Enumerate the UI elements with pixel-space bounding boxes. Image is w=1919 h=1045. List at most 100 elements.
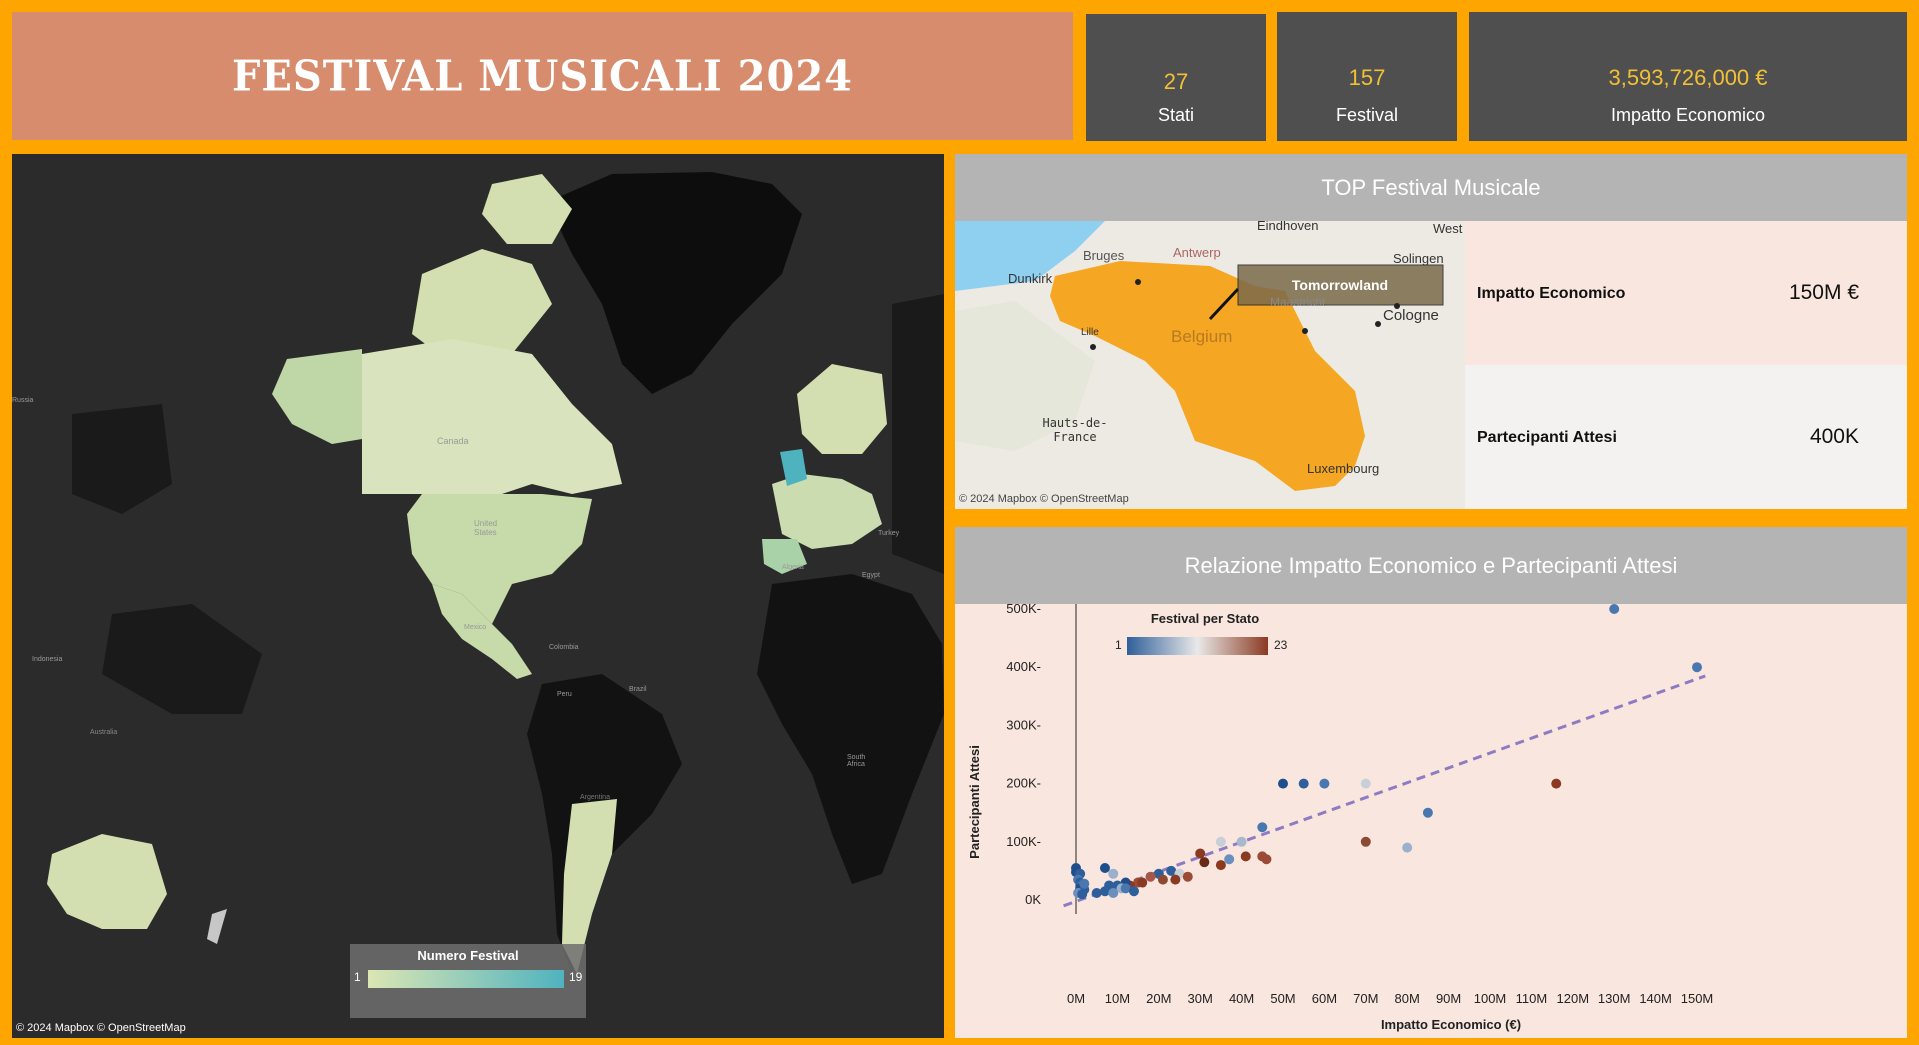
scatter-point[interactable]	[1240, 851, 1251, 862]
scatter-point[interactable]	[1099, 886, 1110, 897]
scatter-point[interactable]	[1199, 857, 1210, 868]
scatter-point[interactable]	[1319, 778, 1330, 789]
scatter-legend-gradient	[1127, 637, 1268, 655]
kpi-festival[interactable]: 157 Festival	[1277, 12, 1457, 141]
usa-shape[interactable]	[407, 494, 592, 624]
alaska-shape[interactable]	[272, 349, 362, 444]
scatter-point[interactable]	[1551, 778, 1562, 789]
australia-shape[interactable]	[47, 834, 167, 929]
map-credit: © 2024 Mapbox © OpenStreetMap	[16, 1022, 186, 1034]
scatter-point[interactable]	[1402, 842, 1413, 853]
southeast-asia-shape	[102, 604, 262, 714]
scatter-point[interactable]	[1145, 871, 1156, 882]
belgium-map-label: Cologne	[1383, 307, 1439, 324]
scatter-header: Relazione Impatto Economico e Partecipan…	[955, 527, 1907, 604]
belgium-map-credit: © 2024 Mapbox © OpenStreetMap	[959, 493, 1129, 505]
scatter-point[interactable]	[1099, 862, 1110, 873]
scatter-point[interactable]	[1360, 778, 1371, 789]
kpi-festival-label: Festival	[1335, 105, 1398, 125]
canada-shape[interactable]	[362, 339, 622, 494]
map-label-russia: Russia	[12, 397, 34, 404]
pointer-line	[1208, 287, 1240, 321]
scatter-point[interactable]	[1120, 883, 1131, 894]
map-label-mexico: Mexico	[464, 624, 487, 631]
dashboard-title: FESTIVAL MUSICALI 2024	[232, 51, 853, 101]
x-tick-label: 20M	[1146, 991, 1171, 1006]
scatter-point[interactable]	[1257, 822, 1268, 833]
map-legend-gradient	[368, 970, 564, 988]
scatter-point[interactable]	[1137, 877, 1148, 888]
scatter-point[interactable]	[1609, 604, 1620, 614]
belgium-map-label: Belgium	[1171, 327, 1233, 346]
scatter-point[interactable]	[1195, 848, 1206, 859]
scatter-point[interactable]	[1157, 874, 1168, 885]
map-legend-min: 1	[354, 970, 361, 984]
world-map[interactable]	[12, 154, 944, 1038]
x-tick-label: 150M	[1681, 991, 1714, 1006]
top-festival-partecipanti-row: Partecipanti Attesi 400K	[1465, 365, 1907, 509]
belgium-shape[interactable]	[1050, 261, 1365, 491]
kpi-impatto-value: 3,593,726,000 €	[1608, 65, 1768, 90]
scatter-point[interactable]	[1236, 836, 1247, 847]
top-festival-impatto-label: Impatto Economico	[1477, 285, 1626, 302]
scatter-point[interactable]	[1077, 889, 1088, 900]
scatter-legend-title: Festival per Stato	[1150, 611, 1260, 626]
kpi-stati[interactable]: 27 Stati	[1086, 14, 1266, 141]
map-label-canada: Canada	[437, 436, 469, 446]
scatter-chart[interactable]: 0K 100K- 200K- 300K- 400K- 500K- 0M 10M 20M 30M 4…	[955, 604, 1907, 1038]
scandinavia-shape[interactable]	[797, 364, 887, 454]
iberia-shape[interactable]	[762, 539, 807, 574]
x-tick-label: 0M	[1067, 991, 1085, 1006]
dashboard-title-banner: FESTIVAL MUSICALI 2024	[12, 12, 1073, 140]
argentina-chile-shape[interactable]	[562, 799, 617, 974]
scatter-point[interactable]	[1170, 874, 1181, 885]
greenland-shape	[547, 172, 802, 394]
x-tick-label: 120M	[1557, 991, 1590, 1006]
scatter-point[interactable]	[1278, 778, 1288, 789]
belgium-map-label: West	[1433, 221, 1463, 236]
scatter-point[interactable]	[1128, 886, 1139, 897]
x-tick-label: 40M	[1229, 991, 1254, 1006]
map-legend: Numero Festival 1 19	[350, 944, 586, 1018]
mexico-shape[interactable]	[432, 584, 532, 679]
top-festival-partecipanti-value: 400K	[1809, 425, 1859, 448]
belgium-map-label: Lille	[1081, 327, 1099, 338]
scatter-point[interactable]	[1692, 662, 1702, 673]
x-tick-label: 70M	[1353, 991, 1378, 1006]
x-tick-label: 30M	[1188, 991, 1213, 1006]
map-label-peru: Peru	[557, 691, 572, 698]
scatter-legend-min: 1	[1115, 638, 1122, 652]
scatter-point[interactable]	[1422, 807, 1433, 818]
belgium-map-label: Dunkirk	[1008, 271, 1053, 286]
scatter-point[interactable]	[1182, 871, 1193, 882]
world-map-panel[interactable]: Canada United States Mexico Colombia Per…	[12, 154, 944, 1038]
scatter-point[interactable]	[1261, 854, 1272, 865]
scatter-panel: Relazione Impatto Economico e Partecipan…	[955, 527, 1907, 1038]
scatter-point[interactable]	[1166, 865, 1177, 876]
belgium-map[interactable]: Tomorrowland Eindhoven Antwerp Bruges Du…	[955, 221, 1465, 509]
kpi-stati-value: 27	[1163, 69, 1189, 94]
data-points[interactable]	[1071, 604, 1702, 900]
kpi-impatto-economico[interactable]: 3,593,726,000 € Impatto Economico	[1469, 12, 1907, 141]
uk-shape[interactable]	[780, 449, 807, 486]
belgium-map-label: Maastricht	[1270, 295, 1326, 309]
scatter-point[interactable]	[1091, 888, 1102, 899]
map-label-egypt: Egypt	[862, 572, 880, 579]
scatter-point[interactable]	[1224, 854, 1235, 865]
scatter-point[interactable]	[1360, 836, 1371, 847]
scatter-point[interactable]	[1108, 868, 1119, 879]
scatter-point[interactable]	[1108, 888, 1119, 899]
y-tick-label: 400K-	[1006, 659, 1041, 674]
x-tick-label: 140M	[1639, 991, 1672, 1006]
map-label-turkey: Turkey	[878, 530, 900, 537]
scatter-point[interactable]	[1215, 860, 1226, 871]
arctic-island-shape	[482, 174, 572, 244]
scatter-point[interactable]	[1298, 778, 1309, 789]
belgium-map-label: Eindhoven	[1257, 221, 1319, 233]
central-europe-shape[interactable]	[772, 474, 882, 549]
y-axis: 0K 100K- 200K- 300K- 400K- 500K-	[1006, 604, 1041, 907]
x-tick-label: 130M	[1598, 991, 1631, 1006]
scatter-point[interactable]	[1215, 836, 1226, 847]
map-label-south-africa: South Africa	[847, 754, 866, 768]
scatter-point[interactable]	[1079, 878, 1090, 889]
